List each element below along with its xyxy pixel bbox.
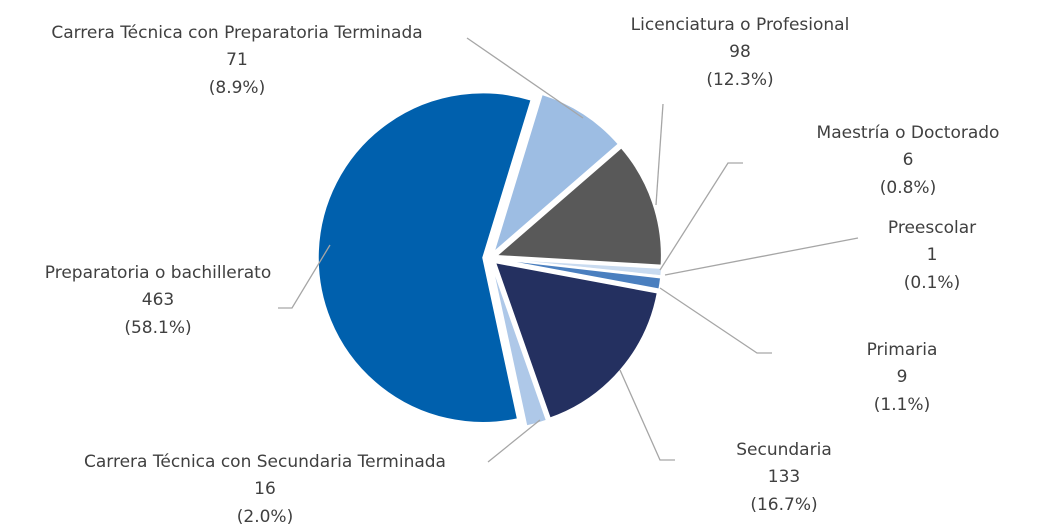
slice-percentage: (12.3%)	[706, 70, 773, 90]
slice-label: Licenciatura o Profesional	[631, 15, 850, 35]
slice-value: 71	[226, 50, 248, 70]
slice-label: Maestría o Doctorado	[817, 123, 1000, 143]
pie-slice	[496, 258, 662, 291]
slice-label: Secundaria	[736, 440, 831, 460]
slice-percentage: (2.0%)	[237, 507, 293, 524]
slice-value: 6	[903, 150, 914, 170]
slice-percentage: (8.9%)	[209, 78, 265, 98]
slice-percentage: (16.7%)	[750, 495, 817, 515]
slice-label: Primaria	[867, 340, 938, 360]
slice-value: 9	[897, 367, 908, 387]
pie-slice	[491, 264, 548, 427]
pie-slice	[492, 93, 620, 255]
leader-line	[466, 37, 584, 119]
slice-value: 1	[927, 245, 938, 265]
slice-label: Preparatoria o bachillerato	[45, 263, 271, 283]
slice-percentage: (1.1%)	[874, 395, 930, 415]
leader-line	[619, 369, 675, 461]
slice-value: 463	[142, 290, 174, 310]
slice-percentage: (0.8%)	[880, 178, 936, 198]
leader-line	[487, 419, 541, 463]
slice-label: Carrera Técnica con Secundaria Terminada	[84, 452, 446, 472]
slice-value: 98	[729, 42, 751, 62]
slice-label: Preescolar	[888, 218, 976, 238]
leader-line	[664, 237, 859, 276]
leader-line	[659, 287, 772, 354]
leader-line	[278, 244, 331, 309]
slice-label: Carrera Técnica con Preparatoria Termina…	[51, 23, 422, 43]
slice-value: 16	[254, 479, 276, 499]
pie-slice	[317, 91, 533, 424]
pie-slice	[494, 146, 663, 267]
slice-percentage: (0.1%)	[904, 273, 960, 293]
leader-line	[659, 162, 743, 271]
slice-value: 133	[768, 467, 800, 487]
leader-line	[655, 103, 664, 206]
slice-percentage: (58.1%)	[124, 318, 191, 338]
